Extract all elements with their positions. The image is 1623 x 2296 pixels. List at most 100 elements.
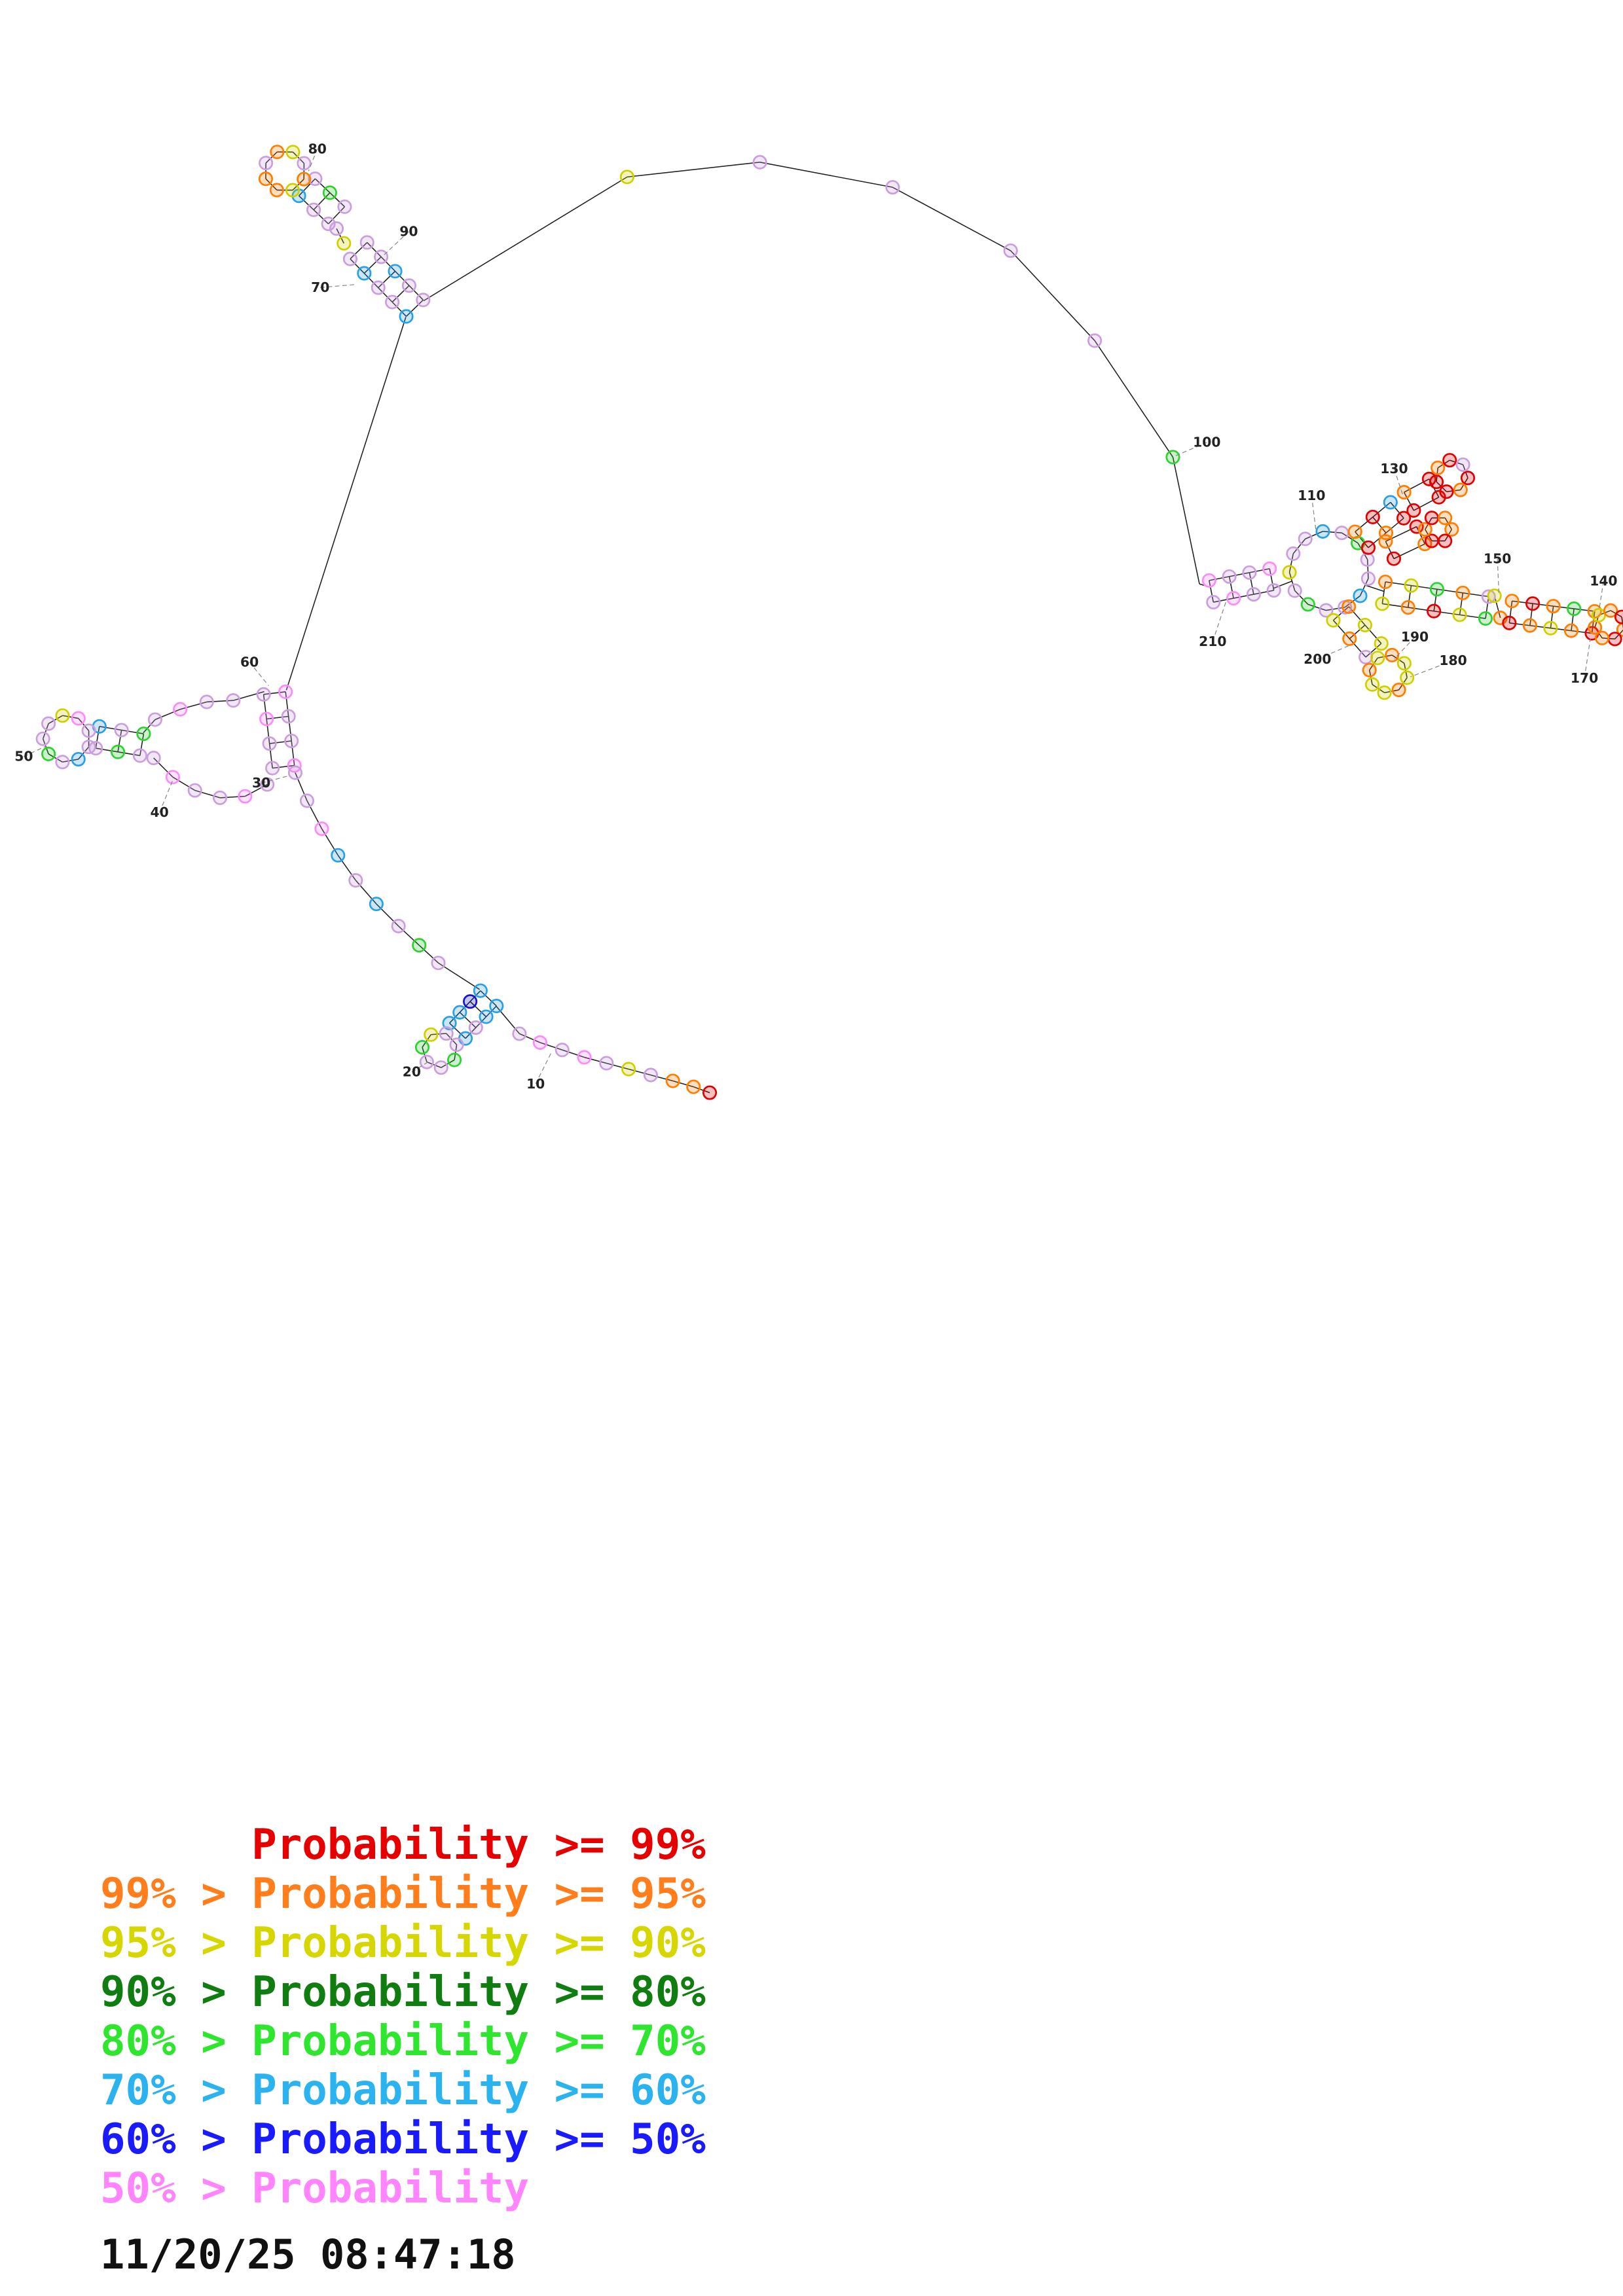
nucleotide-node <box>1242 565 1257 580</box>
nucleotide-node <box>1364 677 1380 692</box>
nucleotide-node <box>136 726 151 742</box>
nucleotide-node <box>1455 457 1470 473</box>
nucleotide-node <box>416 293 431 308</box>
position-label: 170 <box>1571 670 1598 686</box>
nucleotide-node <box>1386 551 1402 566</box>
nucleotide-node <box>306 202 321 217</box>
nucleotide-node <box>281 709 296 724</box>
nucleotide-node <box>348 873 363 888</box>
nucleotide-node <box>752 154 767 170</box>
nucleotide-node <box>1003 243 1018 259</box>
nucleotide-node <box>1298 531 1313 547</box>
legend-line: Probability >= 99% <box>100 1821 706 1869</box>
nucleotide-node <box>1417 522 1432 537</box>
nucleotide-node <box>1396 485 1412 500</box>
nucleotide-node <box>55 755 70 770</box>
nucleotide-node <box>147 712 162 727</box>
nucleotide-node <box>643 1067 658 1083</box>
nucleotide-node <box>284 733 299 749</box>
nucleotide-node <box>1563 623 1579 638</box>
nucleotide-node <box>278 684 293 699</box>
nucleotide-node <box>1226 591 1241 606</box>
nucleotide-node <box>226 693 241 708</box>
nucleotide-node <box>337 199 352 214</box>
nucleotide-node <box>1487 588 1502 603</box>
nucleotide-node <box>463 994 478 1009</box>
nucleotide-node <box>314 821 329 836</box>
nucleotide-node <box>1300 597 1315 612</box>
nucleotide-node <box>342 251 357 266</box>
nucleotide-node <box>1365 509 1380 525</box>
nucleotide-node <box>401 278 416 293</box>
nucleotide-node <box>1453 482 1468 497</box>
nucleotide-node <box>1603 603 1618 618</box>
nucleotide-node <box>270 145 285 160</box>
nucleotide-node <box>512 1026 527 1041</box>
nucleotide-node <box>489 998 504 1014</box>
nucleotide-node <box>665 1073 680 1088</box>
nucleotide-node <box>577 1050 592 1065</box>
legend-line: 95% > Probability >= 90% <box>100 1919 706 1967</box>
nucleotide-node <box>452 1005 467 1020</box>
nucleotide-node <box>1341 599 1357 614</box>
nucleotide-node <box>1206 595 1221 610</box>
nucleotide-node <box>199 694 214 709</box>
nucleotide-node <box>111 744 126 759</box>
nucleotide-node <box>262 736 277 751</box>
position-label: 210 <box>1199 634 1226 649</box>
nucleotide-node <box>71 711 86 726</box>
nucleotide-node <box>308 171 323 187</box>
nucleotide-node <box>1266 583 1281 598</box>
nucleotide-node <box>71 751 86 767</box>
nucleotide-node <box>424 1027 439 1042</box>
nucleotide-node <box>479 1009 494 1024</box>
nucleotide-node <box>285 183 301 198</box>
position-label: 70 <box>311 279 329 295</box>
nucleotide-node <box>1315 524 1330 539</box>
nucleotide-node <box>1525 596 1541 611</box>
nucleotide-node <box>1353 588 1368 603</box>
nucleotide-node <box>1222 569 1237 584</box>
nucleotide-node <box>1400 600 1415 615</box>
nucleotide-node <box>1359 649 1374 665</box>
nucleotide-node <box>1522 618 1537 633</box>
nucleotide-node <box>414 1040 430 1055</box>
nucleotide-node <box>299 793 314 808</box>
nucleotide-node <box>1439 484 1454 499</box>
label-layer: 80 90 70 100 110 130 150 140 170 180 190 200 210 60 30… <box>14 141 1617 1091</box>
nucleotide-node <box>1543 620 1558 636</box>
nucleotide-node <box>41 746 56 761</box>
position-label: 180 <box>1439 653 1467 668</box>
nucleotide-node <box>473 983 488 998</box>
nucleotide-node <box>1546 599 1561 614</box>
nucleotide-node <box>1201 573 1216 588</box>
nucleotide-node <box>399 309 414 324</box>
position-label: 50 <box>14 749 33 764</box>
nucleotide-node <box>269 183 284 198</box>
nucleotide-node <box>439 1026 454 1041</box>
nucleotide-node <box>322 185 337 200</box>
nucleotide-node <box>1424 511 1439 526</box>
nucleotide-node <box>619 170 634 185</box>
nucleotide-node <box>331 848 346 863</box>
nucleotide-node <box>259 156 274 171</box>
position-label: 40 <box>151 804 169 820</box>
nucleotide-node <box>1417 537 1432 552</box>
nucleotide-node <box>1455 585 1470 600</box>
nucleotide-node <box>173 702 188 717</box>
nucleotide-node <box>1409 519 1424 534</box>
nucleotide-node <box>1370 651 1385 666</box>
nucleotide-node <box>1424 533 1439 548</box>
position-label: 90 <box>399 223 418 239</box>
nucleotide-node <box>419 1054 434 1069</box>
nucleotide-node <box>1438 511 1453 526</box>
nucleotide-node <box>1607 632 1622 647</box>
nucleotide-node <box>114 723 129 738</box>
nucleotide-node <box>321 216 336 232</box>
nucleotide-node <box>1286 546 1301 561</box>
nucleotide-node <box>1460 471 1476 486</box>
position-label: 20 <box>403 1064 421 1080</box>
nucleotide-node <box>212 790 228 805</box>
nucleotide-node <box>1442 453 1457 468</box>
